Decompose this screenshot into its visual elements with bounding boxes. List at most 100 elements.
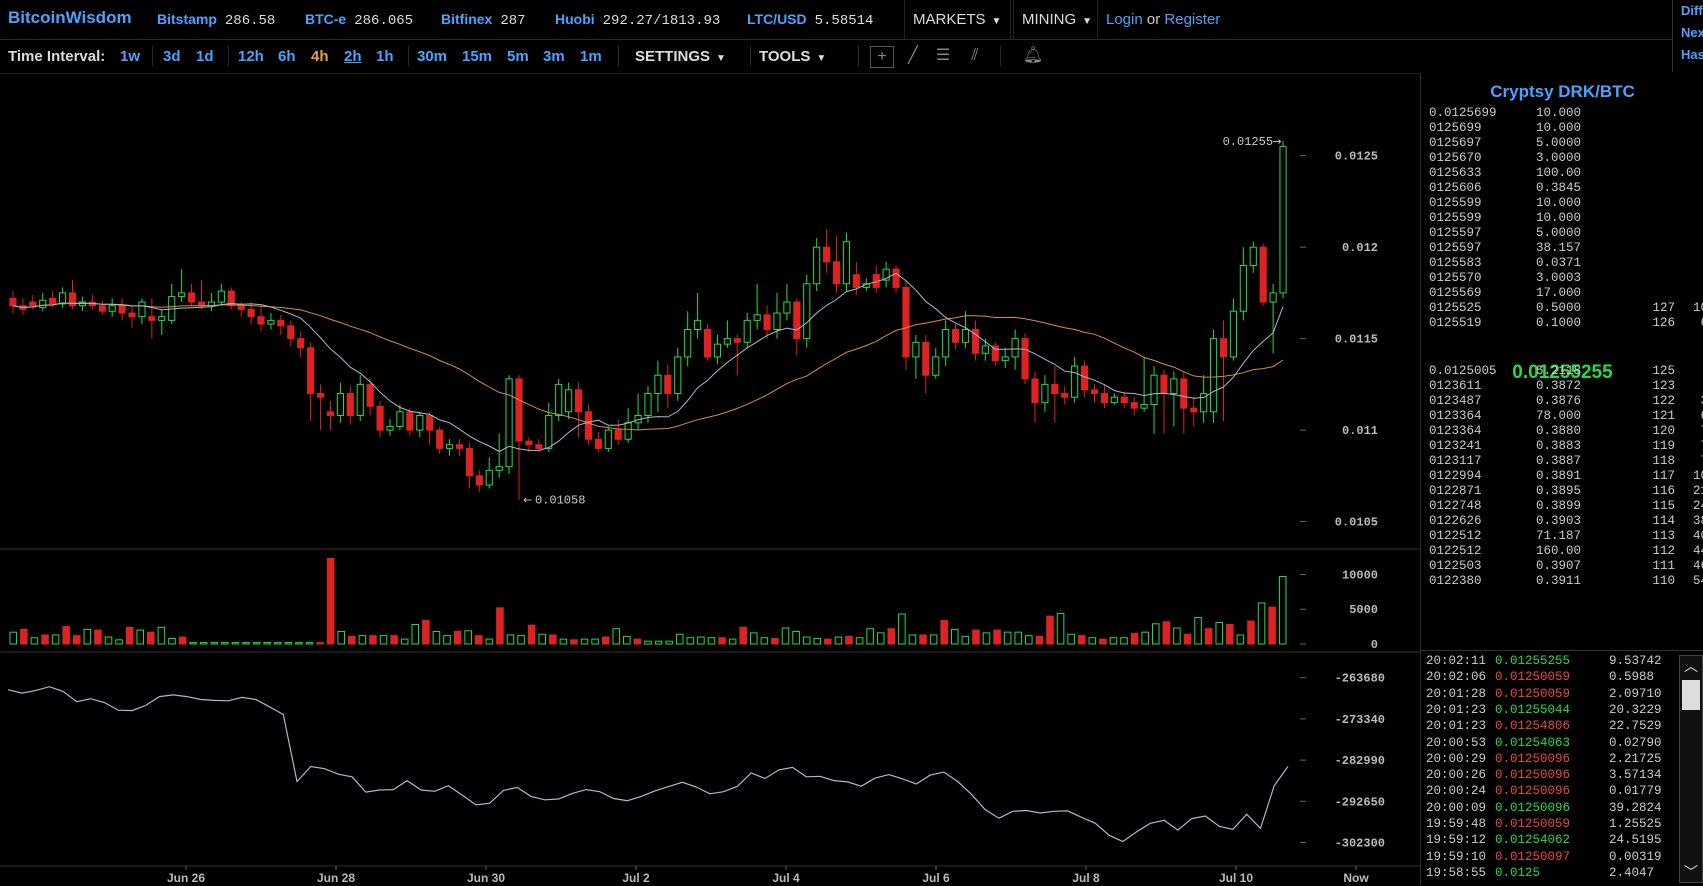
trade-time: 19:59:10 bbox=[1426, 849, 1487, 864]
ticker-huobi[interactable]: Huobi 292.27/1813.93 bbox=[555, 11, 720, 29]
bid-row[interactable]: 0122380 0.3911 110 5421 bbox=[1429, 574, 1703, 590]
ask-row[interactable]: 0125599 10.000 bbox=[1429, 211, 1691, 227]
horizontal-lines-icon[interactable]: ☰ bbox=[935, 47, 951, 64]
interval-3d[interactable]: 3d bbox=[163, 48, 181, 65]
ticker-bitfinex[interactable]: Bitfinex 287 bbox=[441, 11, 526, 29]
interval-1h[interactable]: 1h bbox=[376, 48, 394, 65]
interval-1m[interactable]: 1m bbox=[580, 48, 602, 65]
crosshair-icon[interactable]: + bbox=[870, 46, 894, 68]
bid-row[interactable]: 0123241 0.3883 119718 bbox=[1429, 439, 1703, 455]
interval-5m[interactable]: 5m bbox=[507, 48, 529, 65]
interval-2h[interactable]: 2h bbox=[344, 48, 362, 65]
bid-row[interactable]: 0122626 0.3903 114 3878 bbox=[1429, 514, 1703, 530]
trade-amount: 39.2824 bbox=[1609, 800, 1662, 815]
candle-body bbox=[326, 411, 335, 416]
candle-body bbox=[763, 314, 771, 331]
ask-row[interactable]: 0125519 0.1000 126642 bbox=[1429, 316, 1703, 332]
ticker-ltcusd[interactable]: LTC/USD 5.58514 bbox=[747, 11, 873, 29]
ask-row[interactable]: 0125606 0.3845 bbox=[1429, 181, 1691, 197]
ticker-btce[interactable]: BTC-e 286.065 bbox=[305, 11, 413, 29]
bell-icon[interactable]: 🔔︎ bbox=[1022, 47, 1044, 64]
ask-row[interactable]: 0125699 10.000 bbox=[1429, 121, 1691, 137]
bid-total: 2109 bbox=[1692, 484, 1703, 498]
ask-row[interactable]: 0125570 3.0003 bbox=[1429, 271, 1691, 287]
bid-row[interactable]: 0123117 0.3887 118725 bbox=[1429, 454, 1703, 470]
candle-body bbox=[237, 305, 245, 310]
ticker-name: BTC-e bbox=[305, 11, 347, 27]
ticker-bitstamp[interactable]: Bitstamp 286.58 bbox=[157, 11, 275, 29]
register-link[interactable]: Register bbox=[1164, 11, 1221, 28]
bid-row[interactable]: 0122748 0.3899 115 2417 bbox=[1429, 499, 1703, 515]
bid-row[interactable]: 0123487 0.3876 122324 bbox=[1429, 394, 1703, 410]
ask-row[interactable]: 0.0125699 10.000 bbox=[1429, 106, 1691, 122]
ask-row[interactable]: 0125599 10.000 bbox=[1429, 196, 1691, 212]
price-chart[interactable]: 0.0125 0.012 0.0115 0.011 0.0105 10000 5000 0 -2… bbox=[0, 74, 1420, 885]
bid-row[interactable]: 0122512 160.00 112 4416 bbox=[1429, 544, 1703, 560]
markets-menu[interactable]: MARKETS ▼ bbox=[904, 0, 1011, 39]
volume-bar bbox=[739, 626, 747, 645]
candle-body bbox=[316, 393, 325, 398]
bid-row[interactable]: 0122512 71.187 113 4071 bbox=[1429, 529, 1703, 545]
interval-1d[interactable]: 1d bbox=[196, 48, 214, 65]
ask-row[interactable]: 0125633 100.00 bbox=[1429, 166, 1691, 182]
candle-body bbox=[217, 290, 225, 303]
candle-body bbox=[584, 411, 593, 440]
login-link[interactable]: Login bbox=[1106, 11, 1143, 28]
bid-row[interactable]: 0122503 0.3907 111 4620 bbox=[1429, 559, 1703, 575]
ask-amount: 38.157 bbox=[1536, 241, 1582, 255]
line-draw-icon[interactable]: ╱ bbox=[908, 47, 918, 64]
interval-15m[interactable]: 15m bbox=[462, 48, 493, 65]
trade-amount: 0.5988 bbox=[1609, 670, 1655, 685]
fib-draw-icon[interactable]: ⫽ bbox=[971, 47, 979, 64]
interval-1w[interactable]: 1w bbox=[120, 48, 141, 65]
mining-menu[interactable]: MINING ▼ bbox=[1013, 0, 1098, 39]
tools-dropdown[interactable]: TOOLS ▼ bbox=[759, 48, 826, 65]
interval-6h[interactable]: 6h bbox=[278, 48, 296, 65]
separator bbox=[152, 46, 153, 66]
trade-time: 20:01:23 bbox=[1426, 702, 1487, 717]
volume-bar bbox=[189, 642, 197, 645]
trade-row: 19:59:48 0.01250059 1.25525 bbox=[1426, 817, 1676, 833]
ask-row[interactable]: 0125697 5.0000 bbox=[1429, 136, 1691, 152]
trade-scrollbar[interactable]: ︿ ﹀ bbox=[1679, 655, 1703, 883]
candle-body bbox=[892, 268, 900, 288]
scroll-down-icon[interactable]: ﹀ bbox=[1680, 862, 1702, 882]
scroll-thumb[interactable] bbox=[1682, 680, 1700, 710]
ticker-value: 5.58514 bbox=[814, 13, 874, 29]
ask-row[interactable]: 0125597 38.157 bbox=[1429, 241, 1691, 257]
trade-amount: 24.5195 bbox=[1609, 833, 1662, 848]
ask-row[interactable]: 0125569 17.000 bbox=[1429, 286, 1691, 302]
bid-row[interactable]: 0122871 0.3895 116 2109 bbox=[1429, 484, 1703, 500]
interval-3m[interactable]: 3m bbox=[543, 48, 565, 65]
market-title[interactable]: Cryptsy DRK/BTC bbox=[1490, 82, 1635, 101]
candle-body bbox=[1031, 378, 1039, 404]
ask-amount: 10.000 bbox=[1536, 196, 1582, 210]
x-axis-label: Jul 8 bbox=[1072, 871, 1100, 885]
volume-bar bbox=[887, 628, 896, 645]
ask-row[interactable]: 0125670 3.0000 bbox=[1429, 151, 1691, 167]
ask-row[interactable]: 0125525 0.5000 127 1078 bbox=[1429, 301, 1703, 317]
bid-count: 117 bbox=[1652, 469, 1675, 483]
bid-amount: 160.00 bbox=[1536, 544, 1582, 558]
bid-amount: 0.3883 bbox=[1536, 439, 1582, 453]
candle-body bbox=[187, 292, 196, 303]
ask-row[interactable]: 0125583 0.0371 bbox=[1429, 256, 1691, 272]
brand-logo[interactable]: BitcoinWisdom bbox=[8, 8, 132, 27]
bid-row[interactable]: 0123364 78.000 121688 bbox=[1429, 409, 1703, 425]
interval-12h[interactable]: 12h bbox=[238, 48, 264, 65]
interval-4h[interactable]: 4h bbox=[311, 48, 329, 65]
volume-bar bbox=[252, 642, 261, 645]
volume-bar bbox=[1056, 612, 1065, 645]
trade-time: 20:01:23 bbox=[1426, 719, 1487, 734]
ask-row[interactable]: 0125597 5.0000 bbox=[1429, 226, 1691, 242]
ask-price: 0125583 bbox=[1429, 256, 1482, 270]
chart-canvas[interactable]: 0.0125 0.012 0.0115 0.011 0.0105 10000 5000 0 -2… bbox=[0, 74, 1420, 885]
interval-30m[interactable]: 30m bbox=[417, 48, 448, 65]
scroll-up-icon[interactable]: ︿ bbox=[1680, 656, 1702, 676]
settings-dropdown[interactable]: SETTINGS ▼ bbox=[635, 48, 726, 65]
trade-amount: 0.00319 bbox=[1609, 849, 1662, 864]
bid-row[interactable]: 0123364 0.3880 120715 bbox=[1429, 424, 1703, 440]
bid-row[interactable]: 0122994 0.3891 117 1075 bbox=[1429, 469, 1703, 485]
